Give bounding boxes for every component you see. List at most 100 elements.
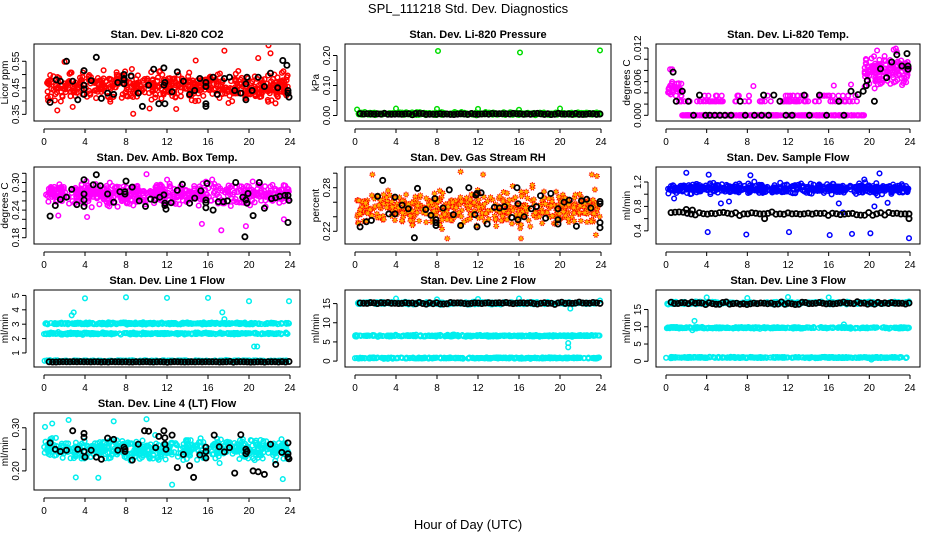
data-point <box>775 112 782 119</box>
x-tick-label: 8 <box>434 383 440 394</box>
data-point <box>92 171 100 179</box>
data-point <box>355 197 362 204</box>
data-point <box>823 92 830 99</box>
data-point <box>217 185 224 192</box>
data-point <box>242 96 250 104</box>
x-tick-label: 16 <box>513 137 525 148</box>
data-point <box>262 197 269 204</box>
data-point <box>80 176 88 184</box>
data-point <box>544 110 552 118</box>
data-point <box>581 209 588 217</box>
data-point <box>369 171 376 178</box>
y-tick-label: 1.2 <box>633 175 644 189</box>
data-point <box>383 204 390 211</box>
data-point <box>124 320 132 327</box>
data-point <box>832 210 840 218</box>
data-point <box>184 358 192 366</box>
data-point <box>70 309 77 316</box>
data-point <box>215 358 223 366</box>
data-point <box>128 183 136 191</box>
data-point <box>893 51 901 59</box>
series-hourly <box>46 53 293 110</box>
data-point <box>716 209 724 217</box>
data-point <box>669 68 677 76</box>
points-layer <box>351 295 604 362</box>
data-point <box>66 358 74 366</box>
data-point <box>194 320 202 327</box>
x-tick-label: 12 <box>161 383 173 394</box>
data-point <box>436 187 443 194</box>
data-point <box>710 179 717 186</box>
data-point <box>269 319 277 326</box>
data-point <box>146 358 154 366</box>
data-point <box>735 92 742 99</box>
data-point <box>219 358 227 366</box>
data-point <box>100 329 107 336</box>
data-point <box>202 83 210 91</box>
data-point <box>271 358 279 366</box>
data-point <box>398 201 406 209</box>
data-point <box>368 212 375 219</box>
data-point <box>576 202 584 209</box>
data-point <box>78 182 85 189</box>
series-all <box>665 45 912 119</box>
data-point <box>683 169 690 176</box>
data-point <box>121 190 129 198</box>
data-point <box>409 222 416 229</box>
data-point <box>240 320 247 327</box>
data-point <box>506 196 513 203</box>
data-point <box>251 343 258 350</box>
data-point <box>97 94 105 102</box>
figure-title: SPL_111218 Std. Dev. Diagnostics <box>367 1 569 16</box>
data-point <box>793 185 801 192</box>
data-point <box>107 98 114 105</box>
data-point <box>544 209 551 216</box>
data-point <box>77 319 84 326</box>
points-layer <box>43 171 293 241</box>
data-point <box>453 204 460 211</box>
data-point <box>219 309 226 316</box>
plot-frame <box>344 166 612 245</box>
data-point <box>191 182 198 190</box>
data-point <box>57 98 64 105</box>
data-point <box>209 176 216 183</box>
data-point <box>283 61 291 69</box>
data-point <box>265 45 272 49</box>
data-point <box>523 110 531 118</box>
data-point <box>717 200 724 207</box>
x-tick-label: 0 <box>41 260 47 271</box>
data-point <box>873 180 880 187</box>
data-point <box>208 358 216 366</box>
data-point <box>436 110 444 118</box>
data-point <box>79 73 86 81</box>
data-point <box>377 110 385 118</box>
y-tick-label: 1 <box>11 350 22 356</box>
data-point <box>788 111 796 119</box>
data-point <box>121 320 128 327</box>
data-point <box>146 330 153 337</box>
data-point <box>449 199 456 206</box>
data-point <box>431 190 438 197</box>
data-point <box>830 82 837 89</box>
data-point <box>152 91 159 98</box>
data-point <box>416 217 423 224</box>
data-point <box>187 78 194 85</box>
data-point <box>483 220 491 228</box>
data-point <box>414 209 421 216</box>
y-tick-label: 0.00 <box>322 105 333 125</box>
data-point <box>225 99 232 107</box>
data-point <box>854 112 861 119</box>
data-point <box>195 202 202 209</box>
data-point <box>492 216 499 223</box>
data-point <box>140 79 147 86</box>
data-point <box>783 188 790 195</box>
data-point <box>694 98 701 105</box>
data-point <box>218 227 225 234</box>
data-point <box>243 358 251 366</box>
panel-title: Stan. Dev. Gas Stream RH <box>410 152 546 164</box>
data-point <box>160 90 167 97</box>
data-point <box>191 358 199 366</box>
data-point <box>94 358 102 366</box>
data-point <box>60 330 67 337</box>
